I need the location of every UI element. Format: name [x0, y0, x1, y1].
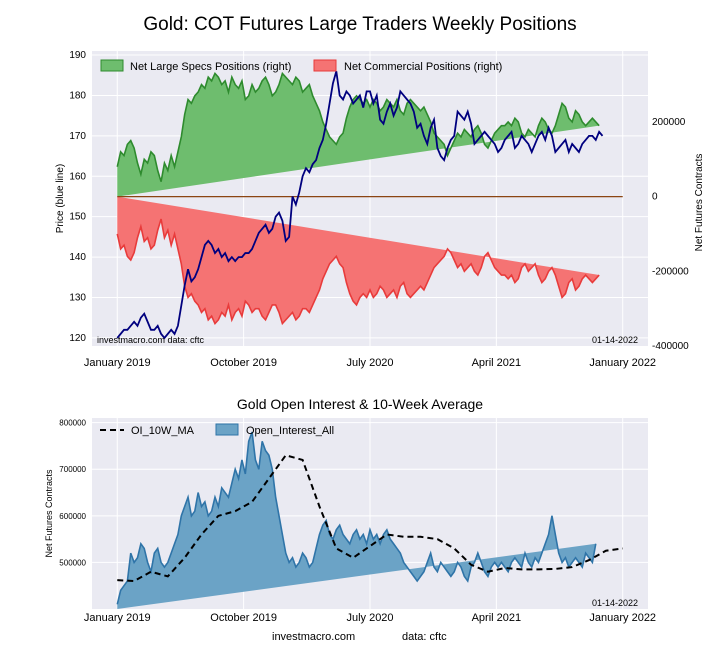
- legend-label-oi: Open_Interest_All: [246, 425, 334, 437]
- x-tick-label: July 2020: [346, 612, 393, 624]
- chart-title: Gold: COT Futures Large Traders Weekly P…: [143, 14, 577, 35]
- y-tick-label: 140: [69, 252, 86, 263]
- y-right-tick-label: -400000: [652, 341, 689, 352]
- annotation-date: 01-14-2022: [592, 598, 638, 608]
- y-tick-label: 700000: [59, 465, 86, 474]
- legend-swatch-commercial: [313, 59, 337, 72]
- y-tick-label: 150: [69, 212, 86, 223]
- line-oi-10w-ma: [117, 454, 623, 583]
- y-tick-label: 180: [69, 90, 86, 101]
- x-tick-label: January 2019: [84, 357, 151, 369]
- line-open-interest: [116, 431, 597, 605]
- y-tick-label: 130: [69, 293, 86, 304]
- subchart-title: Gold Open Interest & 10-Week Average: [237, 396, 483, 412]
- legend-label-ma: OI_10W_MA: [131, 425, 195, 437]
- area-net-commercial: [117, 196, 600, 324]
- y-tick-label: 160: [69, 171, 86, 182]
- y-tick-label: 170: [69, 131, 86, 142]
- y-right-axis-label: Net Futures Contracts: [694, 154, 705, 252]
- y-tick-label: 800000: [59, 419, 86, 428]
- x-tick-label: April 2021: [472, 357, 522, 369]
- y-tick-label: 120: [69, 333, 86, 344]
- line-net-commercial: [116, 218, 600, 326]
- price-line: [116, 70, 604, 340]
- y-tick-label: 190: [69, 50, 86, 61]
- x-tick-label: January 2022: [589, 612, 656, 624]
- cot-positions-chart: 120 130 140 150 160 170 180 190 January 2019 Octo…: [55, 50, 705, 369]
- legend-label-commercial: Net Commercial Positions (right): [344, 61, 502, 73]
- y-right-tick-label: 0: [652, 192, 658, 203]
- footer-source: investmacro.com: [272, 631, 356, 643]
- y-tick-label: 500000: [59, 558, 86, 567]
- y-right-tick-label: -200000: [652, 266, 689, 277]
- y-axis-label: Price (blue line): [55, 164, 66, 233]
- x-tick-label: January 2022: [589, 357, 656, 369]
- y-axis-label: Net Futures Contracts: [44, 469, 54, 558]
- x-tick-label: July 2020: [346, 357, 393, 369]
- open-interest-chart: Gold Open Interest & 10-Week Average 5000…: [44, 396, 656, 624]
- annotation-source: investmacro.com data: cftc: [97, 335, 205, 345]
- annotation-date: 01-14-2022: [592, 335, 638, 345]
- legend-swatch-oi: [215, 423, 239, 436]
- x-tick-label: April 2021: [472, 612, 522, 624]
- area-net-large-specs: [117, 73, 600, 197]
- legend-label-specs: Net Large Specs Positions (right): [130, 61, 291, 73]
- y-tick-label: 600000: [59, 512, 86, 521]
- x-tick-label: October 2019: [210, 612, 277, 624]
- x-tick-label: October 2019: [210, 357, 277, 369]
- y-right-tick-label: 200000: [652, 117, 686, 128]
- x-tick-label: January 2019: [84, 612, 151, 624]
- footer-data: data: cftc: [402, 631, 447, 643]
- legend-swatch-specs: [100, 59, 124, 72]
